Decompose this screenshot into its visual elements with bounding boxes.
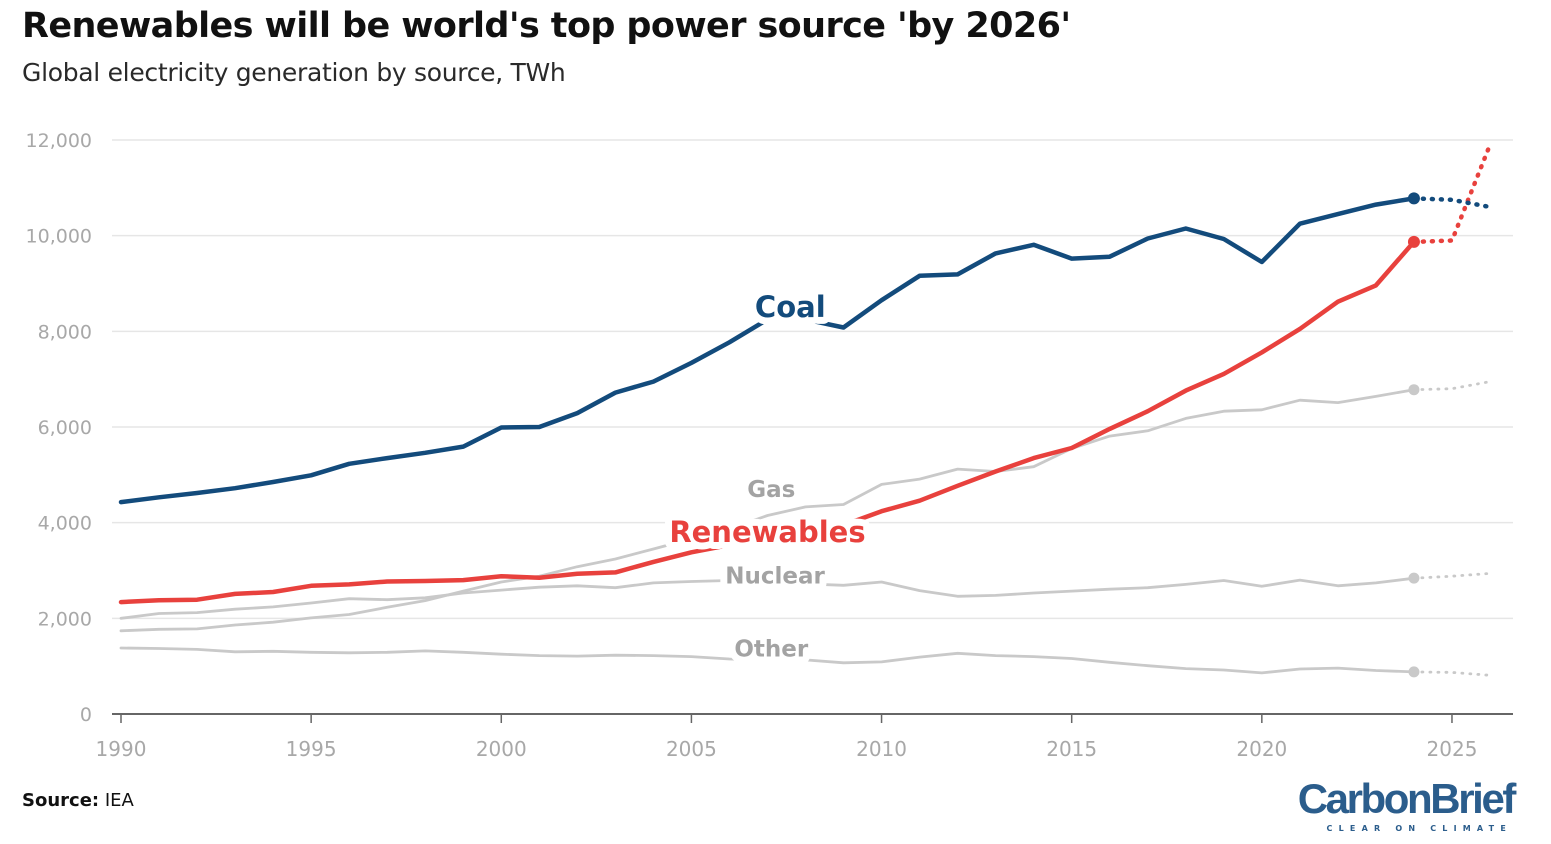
y-tick-label: 8,000 — [38, 321, 92, 343]
gas-endpoint-marker — [1408, 384, 1420, 396]
y-tick-label: 12,000 — [26, 130, 92, 152]
logo-wordmark: CarbonBrief — [1297, 775, 1517, 822]
chart-title: Renewables will be world's top power sou… — [22, 6, 1071, 46]
y-tick-label: 0 — [80, 704, 92, 726]
x-tick-label: 2025 — [1427, 737, 1478, 761]
coal-label: Coal — [755, 290, 826, 324]
renewables-label-halo: Renewables — [669, 515, 865, 549]
logo-tagline: CLEAR ON CLIMATE — [1326, 824, 1512, 833]
highlight-series-group — [118, 142, 1493, 605]
gridlines — [112, 139, 1513, 620]
nuclear-forecast-line — [1412, 572, 1492, 580]
x-tick-label: 2000 — [476, 737, 527, 761]
nuclear-line — [119, 576, 1416, 620]
x-tick-label: 1995 — [286, 737, 337, 761]
gas-label-halo: Gas — [747, 477, 795, 503]
renewables-label: Renewables — [669, 515, 865, 549]
y-tick-label: 4,000 — [38, 513, 92, 535]
other-label: Other — [734, 637, 809, 663]
y-tick-label: 2,000 — [38, 608, 92, 630]
carbonbrief-logo[interactable]: CarbonBrief CLEAR ON CLIMATE — [1297, 775, 1517, 836]
gas-label: Gas — [747, 477, 795, 503]
source-note: Source: IEA — [22, 790, 134, 811]
coal-line — [118, 196, 1417, 505]
y-tick-label: 6,000 — [38, 417, 92, 439]
source-value: IEA — [104, 790, 134, 811]
coal-forecast-line — [1411, 196, 1493, 210]
x-tick-label: 2010 — [856, 737, 907, 761]
renewables-line — [118, 239, 1417, 605]
source-label: Source: — [22, 790, 100, 811]
nuclear-endpoint-marker — [1408, 572, 1420, 584]
other-forecast-line — [1412, 670, 1492, 677]
x-tick-label: 2005 — [666, 737, 717, 761]
renewables-endpoint-marker — [1407, 235, 1420, 248]
coal-label-halo: Coal — [755, 290, 826, 324]
nuclear-label: Nuclear — [725, 563, 825, 589]
series-labels: GasGasNuclearNuclearOtherOtherRenewables… — [662, 283, 872, 670]
x-tick-label: 2015 — [1046, 737, 1097, 761]
coal-endpoint-marker — [1407, 192, 1420, 205]
x-tick-label: 1990 — [96, 737, 147, 761]
x-tick-label: 2020 — [1236, 737, 1287, 761]
x-axis: 1990 1995 2000 2005 2010 2015 2020 2025 — [96, 713, 1513, 761]
gas-forecast-line — [1412, 380, 1492, 392]
gas-line — [119, 388, 1416, 633]
y-axis-ticks: 0 2,000 4,000 6,000 8,000 10,000 12,000 — [26, 130, 92, 726]
grey-series-group — [119, 380, 1492, 678]
renewables-forecast-line — [1411, 142, 1493, 245]
chart-subtitle: Global electricity generation by source,… — [22, 58, 566, 87]
other-line — [119, 646, 1416, 675]
other-endpoint-marker — [1408, 666, 1420, 678]
y-tick-label: 10,000 — [26, 226, 92, 248]
